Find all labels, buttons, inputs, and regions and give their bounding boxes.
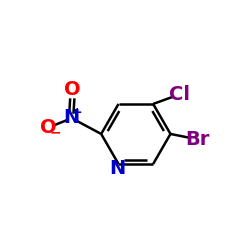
Text: N: N <box>110 159 126 178</box>
Text: +: + <box>72 106 82 119</box>
Text: Br: Br <box>185 130 210 149</box>
Text: O: O <box>40 118 56 137</box>
Text: N: N <box>63 108 80 127</box>
Text: O: O <box>64 80 80 99</box>
Text: Cl: Cl <box>169 85 190 104</box>
Text: −: − <box>50 125 61 139</box>
